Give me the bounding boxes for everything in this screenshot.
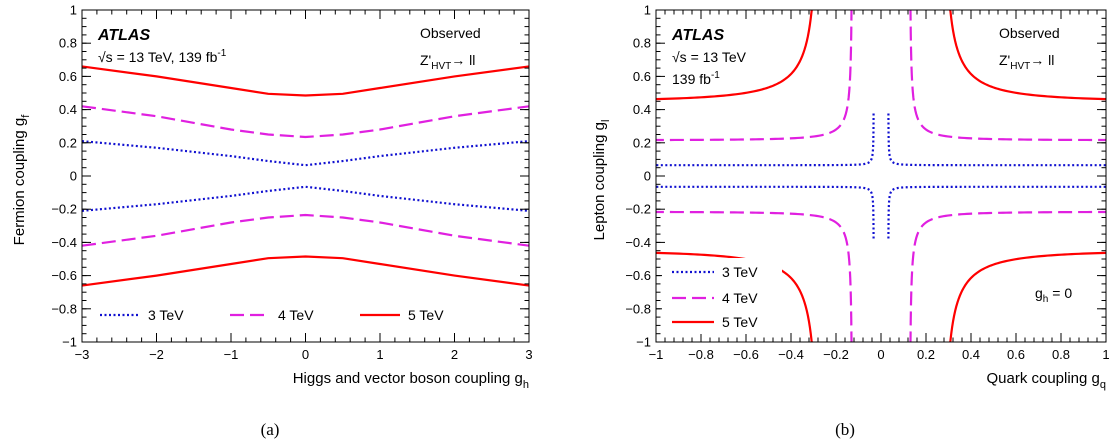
panel-b-lumi-label: 139 fb-1 [672, 70, 720, 87]
panel-b-curve-3-tev [887, 185, 1106, 239]
panel-b-curve-5-tev [949, 251, 1106, 342]
panel-a-observed-label: Observed [420, 25, 481, 41]
panel-b-y-tick-label: −0.4 [625, 235, 651, 250]
panel-a-y-axis-title: Fermion coupling gf [11, 114, 32, 246]
panel-a-y-tick-label: −0.6 [51, 268, 77, 283]
panel-a-y-tick-label: 0.6 [59, 69, 77, 84]
panel-b-curve-3-tev [887, 113, 1106, 167]
panel-b-x-tick-label: −0.2 [823, 347, 849, 362]
panel-b-y-tick-label: 0.4 [633, 102, 651, 117]
panel-b-x-axis-title: Quark coupling gq [986, 370, 1106, 391]
panel-a: −3 −2 −1 0 1 2 3 −1 −0.8 −0.6 −0.4 −0.2 0 0.2 0.4 0.6 0.… [11, 3, 533, 440]
panel-a-y-tick-label: 0.8 [59, 36, 77, 51]
panel-b-curve-3-tev [656, 113, 875, 167]
panel-b-y-tick-label: 0.6 [633, 69, 651, 84]
panel-a-x-tick-label: −1 [224, 347, 239, 362]
panel-b-gh-label: gh = 0 [1035, 285, 1072, 305]
panel-a-x-tick-label: −2 [149, 347, 164, 362]
panel-b-atlas-label: ATLAS [671, 27, 724, 44]
panel-a-curve-3-tev-upper [81, 140, 530, 167]
panel-b-y-tick-label: 0.8 [633, 36, 651, 51]
panel-b-curve-4-tev [656, 210, 853, 342]
panel-b-curve-4-tev [656, 10, 853, 142]
panel-b-x-tick-label: −0.4 [778, 347, 804, 362]
panel-a-x-tick-label: −3 [75, 347, 90, 362]
panel-b-y-axis-title: Lepton coupling gl [591, 120, 612, 241]
panel-a-y-tick-label: 0 [70, 169, 77, 184]
panel-a-curve-5-tev-lower [81, 255, 530, 287]
panel-b-curve-5-tev [949, 10, 1106, 101]
panel-b-caption: (b) [835, 420, 855, 439]
panel-b-curve-4-tev [909, 210, 1106, 342]
panel-b-x-tick-label: −0.6 [733, 347, 759, 362]
panel-b-curve-3-tev [656, 185, 875, 239]
panel-b-y-tick-label: −1 [636, 335, 651, 350]
panel-a-x-tick-label: 3 [525, 347, 532, 362]
panel-b-x-tick-label: 0.2 [917, 347, 935, 362]
panel-a-x-axis-title: Higgs and vector boson coupling gh [293, 370, 529, 391]
panel-b-x-tick-label: −0.8 [688, 347, 714, 362]
panel-b-observed-label: Observed [999, 25, 1060, 41]
panel-a-y-tick-label: 1 [70, 3, 77, 18]
panel-b-x-tick-label: −1 [649, 347, 664, 362]
panel-a-y-tick-label: −0.8 [51, 301, 77, 316]
panel-b-y-tick-label: −0.8 [625, 301, 651, 316]
panel-b-model-label: Z'HVT→ ll [999, 52, 1054, 72]
panel-a-y-tick-label: −0.2 [51, 202, 77, 217]
panel-b-legend-label: 4 TeV [722, 290, 758, 306]
panel-b-x-tick-label: 1 [1102, 347, 1109, 362]
panel-a-curve-4-tev-lower [81, 213, 530, 247]
panel-a-legend-label: 3 TeV [148, 307, 184, 323]
panel-b-x-tick-label: 0 [877, 347, 884, 362]
panel-a-legend-label: 5 TeV [408, 307, 444, 323]
panel-a-legend-label: 4 TeV [278, 307, 314, 323]
panel-a-caption: (a) [261, 420, 280, 439]
panel-b: −1 −0.8 −0.6 −0.4 −0.2 0 0.2 0.4 0.6 0.8 1 −1 −0.8 −0… [591, 3, 1110, 440]
panel-a-model-label: Z'HVT→ ll [420, 52, 475, 72]
panel-b-x-tick-label: 0.4 [962, 347, 980, 362]
panel-a-y-tick-label: 0.2 [59, 135, 77, 150]
panel-b-y-tick-label: 0 [644, 169, 651, 184]
panel-a-energy-label: √s = 13 TeV, 139 fb-1 [98, 48, 227, 65]
panel-b-y-tick-label: 0.2 [633, 135, 651, 150]
panel-b-legend-label: 3 TeV [722, 264, 758, 280]
panel-b-y-tick-label: −0.6 [625, 268, 651, 283]
panel-b-x-tick-label: 0.8 [1052, 347, 1070, 362]
panel-b-y-tick-label: 1 [644, 3, 651, 18]
panel-a-x-tick-label: 2 [451, 347, 458, 362]
panel-b-legend-label: 5 TeV [722, 314, 758, 330]
panel-a-x-tick-label: 1 [376, 347, 383, 362]
panel-a-curve-5-tev-upper [81, 65, 530, 97]
panel-b-curve-4-tev [909, 10, 1106, 142]
panel-b-energy-label: √s = 13 TeV [672, 49, 747, 65]
panel-a-curve-3-tev-lower [81, 185, 530, 212]
panel-b-curve-5-tev [656, 10, 813, 101]
panel-b-legend: 3 TeV 4 TeV 5 TeV [662, 258, 782, 334]
panel-b-y-tick-label: −0.2 [625, 202, 651, 217]
panel-a-y-tick-label: 0.4 [59, 102, 77, 117]
panel-a-curve-4-tev-upper [81, 105, 530, 139]
panel-a-y-tick-label: −0.4 [51, 235, 77, 250]
panel-a-y-tick-label: −1 [62, 335, 77, 350]
panel-b-x-tick-label: 0.6 [1007, 347, 1025, 362]
panel-a-x-tick-label: 0 [302, 347, 309, 362]
panel-a-legend: 3 TeV 4 TeV 5 TeV [100, 307, 444, 323]
panel-a-atlas-label: ATLAS [97, 27, 150, 44]
